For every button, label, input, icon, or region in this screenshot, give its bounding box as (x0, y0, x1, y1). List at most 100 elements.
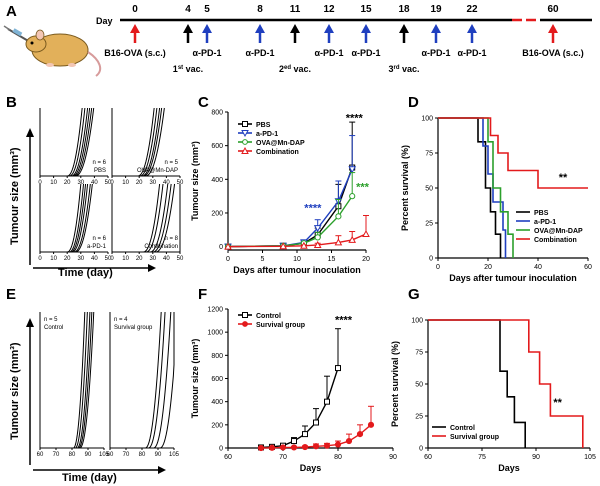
mini-growth-curve (141, 107, 161, 177)
y-tick-label: 800 (211, 353, 223, 360)
legend-label: a-PD-1 (534, 219, 556, 226)
y-tick-label: 600 (211, 376, 223, 383)
y-tick-label: 200 (211, 422, 223, 429)
panel-label-g: G (408, 286, 420, 303)
y-tick-label: 800 (211, 110, 223, 117)
mini-tick-label: 70 (123, 452, 130, 458)
y-axis-title: Percent survival (%) (390, 341, 400, 427)
y-tick-label: 1200 (207, 307, 223, 314)
timeline-arrow-head (290, 24, 300, 33)
mini-tick-label: 80 (139, 452, 146, 458)
series-line-Combination (438, 117, 588, 189)
data-point (334, 238, 343, 246)
x-tick-label: 0 (436, 264, 440, 271)
mini-growth-curve (76, 311, 91, 449)
y-axis-title: Percent survival (%) (400, 145, 410, 231)
mini-group-label: PBS (94, 168, 106, 174)
mini-tick-label: 50 (105, 256, 112, 262)
mini-growth-curve (75, 107, 95, 177)
legend-label: Combination (534, 237, 577, 244)
timeline-arrow-head (467, 24, 477, 33)
y-axis-title: Tumour size (mm³) (190, 339, 200, 419)
x-axis-title: Days (300, 463, 322, 473)
data-point (313, 240, 322, 248)
mini-tick-label: 0 (110, 256, 114, 262)
timeline-event-label: α-PD-1 (421, 48, 450, 58)
y-tick-label: 600 (211, 143, 223, 150)
mini-tick-label: 90 (85, 452, 92, 458)
mini-n-label: n = 5 (44, 317, 58, 323)
x-axis-title: Days (498, 463, 520, 473)
panel-e-ylabel: Tumour size (mm³) (9, 342, 21, 440)
mini-tick-label: 10 (122, 256, 129, 262)
timeline-event-label: α-PD-1 (245, 48, 274, 58)
series-line-Control (428, 319, 527, 448)
data-point (279, 444, 287, 451)
mini-growth-curve (72, 107, 91, 177)
data-point (367, 421, 375, 428)
timeline-day-4: 4 (185, 4, 191, 15)
panel-a: A Day 0 B16-OVA (s.c.) 4 1st vac. 5 α-PD-1 8 α-… (3, 3, 592, 77)
data-point (313, 225, 322, 233)
significance-annotation: **** (346, 112, 364, 124)
data-point (348, 166, 357, 174)
panel-b-ylabel: Tumour size (mm³) (9, 147, 21, 245)
data-point (335, 365, 341, 372)
mini-growth-curve (69, 183, 85, 253)
mini-tick-label: 70 (53, 452, 60, 458)
mini-growth-curve (137, 107, 155, 177)
mini-tick-label: 10 (50, 256, 57, 262)
series-line-Control (260, 367, 339, 449)
y-tick-label: 50 (415, 382, 423, 389)
mini-growth-curve (69, 107, 86, 177)
y-tick-label: 25 (415, 414, 423, 421)
data-point (324, 398, 330, 405)
mini-growth-curve (143, 183, 161, 253)
timeline-event-label: α-PD-1 (192, 48, 221, 58)
legend-marker (242, 139, 248, 145)
data-point (335, 213, 342, 220)
y-axis-title: Tumour size (mm³) (190, 141, 200, 221)
mini-tick-label: 0 (38, 256, 42, 262)
y-tick-label: 50 (425, 186, 433, 193)
y-tick-label: 0 (219, 446, 223, 453)
data-point (257, 444, 265, 452)
x-tick-label: 75 (478, 454, 486, 461)
y-tick-label: 400 (211, 399, 223, 406)
legend-marker (241, 130, 249, 138)
timeline-event-label: 2ed vac. (279, 64, 311, 74)
panel-label-c: C (198, 94, 209, 111)
mini-growth-curve (79, 311, 95, 449)
panel-b-xlabel: Time (day) (58, 267, 113, 279)
timeline-arrow-head (548, 24, 558, 33)
data-point (334, 441, 342, 448)
mini-growth-curve (159, 312, 175, 449)
mini-tick-label: 50 (177, 256, 184, 262)
mini-growth-curve (145, 183, 164, 253)
x-tick-label: 40 (534, 264, 542, 271)
mini-group-label: Survival group (114, 325, 153, 331)
mini-growth-curve (145, 311, 162, 449)
data-point (362, 229, 370, 238)
mini-growth-curve (78, 311, 93, 449)
panel-e-xlabel: Time (day) (62, 472, 117, 484)
panel-label-a: A (6, 3, 17, 20)
mini-tick-label: 40 (163, 180, 170, 186)
x-axis-title: Days after tumour inoculation (449, 273, 577, 283)
x-tick-label: 60 (584, 264, 592, 271)
mini-tick-label: 40 (91, 180, 98, 186)
mouse-illustration (3, 25, 102, 77)
data-point (314, 234, 321, 241)
timeline-day-8: 8 (257, 4, 263, 15)
timeline-day-15: 15 (360, 4, 372, 15)
mini-growth-curve (75, 311, 88, 449)
mini-tick-label: 20 (64, 256, 71, 262)
mini-tick-label: 10 (50, 180, 57, 186)
data-point (345, 437, 353, 445)
mini-growth-curve (152, 183, 172, 253)
panel-f: F 60 70 80 90 0 200 400 600 800 1000 1200 Days Tumou… (190, 286, 397, 473)
legend-marker (242, 121, 248, 127)
panel-label-f: F (198, 286, 207, 303)
data-point (348, 235, 357, 243)
